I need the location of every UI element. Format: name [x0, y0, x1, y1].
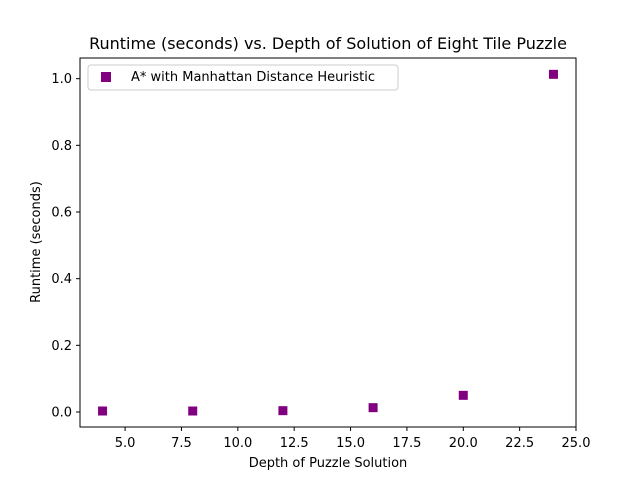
x-axis-ticks: 5.0 7.5 10.0 12.5 15.0 17.5 20.0 22.5 25.0 — [115, 427, 591, 451]
y-tick-label: 0.2 — [51, 339, 72, 354]
x-axis-label: Depth of Puzzle Solution — [249, 456, 408, 471]
axes-frame — [79, 57, 577, 428]
legend-entry-label: A* with Manhattan Distance Heuristic — [131, 70, 375, 85]
legend-marker-square — [101, 72, 111, 82]
x-tick-label: 22.5 — [505, 436, 534, 451]
legend: A* with Manhattan Distance Heuristic — [87, 64, 399, 91]
legend-box — [87, 64, 399, 91]
data-point — [368, 403, 378, 413]
x-tick-label: 12.5 — [280, 436, 309, 451]
y-axis-ticks: 0.0 0.2 0.4 0.6 0.8 1.0 — [51, 72, 80, 421]
chart-title: Runtime (seconds) vs. Depth of Solution … — [89, 34, 567, 53]
x-tick-label: 17.5 — [392, 436, 421, 451]
y-tick-label: 0.4 — [51, 272, 72, 287]
x-tick-label: 10.0 — [223, 436, 252, 451]
x-tick-label: 15.0 — [336, 436, 365, 451]
y-tick-label: 1.0 — [51, 72, 72, 87]
data-point — [98, 406, 108, 416]
x-tick-label: 25.0 — [562, 436, 591, 451]
y-tick-label: 0.6 — [51, 206, 72, 221]
y-tick-label: 0.0 — [51, 406, 72, 421]
data-point — [188, 406, 198, 416]
data-point — [548, 69, 558, 79]
plot-area — [98, 69, 558, 416]
data-point — [458, 390, 468, 400]
x-tick-label: 7.5 — [171, 436, 192, 451]
x-tick-label: 20.0 — [449, 436, 478, 451]
data-point — [278, 406, 288, 416]
y-axis-label: Runtime (seconds) — [29, 181, 44, 303]
x-tick-label: 5.0 — [115, 436, 136, 451]
y-tick-label: 0.8 — [51, 139, 72, 154]
